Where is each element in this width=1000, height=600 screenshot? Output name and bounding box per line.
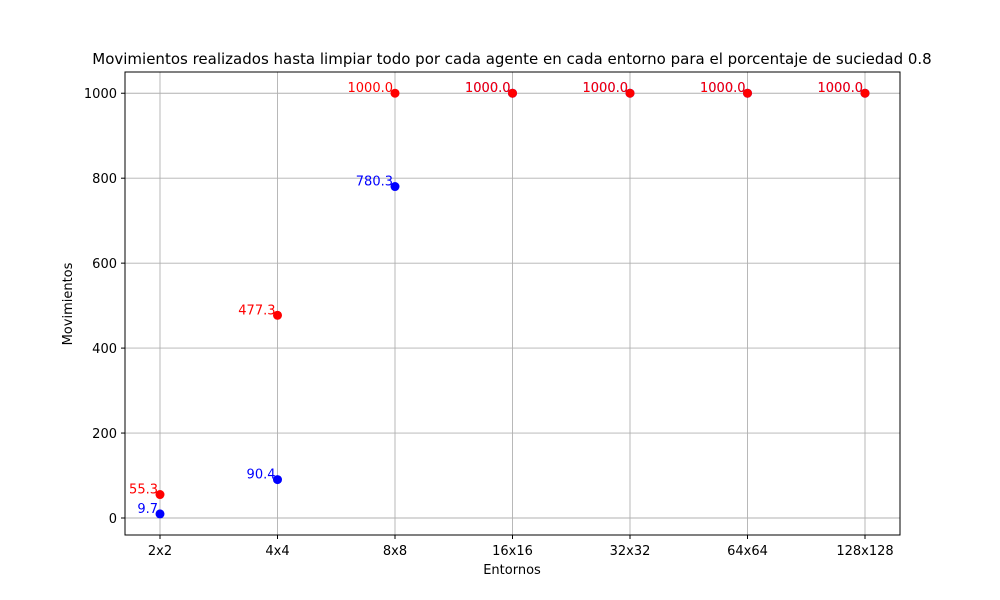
data-label: 780.3	[356, 175, 393, 190]
chart-title: Movimientos realizados hasta limpiar tod…	[92, 50, 931, 68]
y-tick-label: 0	[109, 512, 117, 527]
x-axis-ticks: 2x2 4x4 8x8 16x16 32x32 64x64 128x128	[148, 535, 894, 559]
x-tick-label: 128x128	[836, 544, 893, 559]
data-label: 55.3	[129, 483, 158, 498]
plot-frame	[124, 71, 901, 536]
y-tick-label: 800	[92, 172, 117, 187]
data-point	[743, 88, 752, 98]
data-point	[860, 88, 870, 98]
x-tick-label: 8x8	[383, 544, 407, 559]
data-label: 1000.0	[348, 81, 394, 96]
data-label: 1000.0	[465, 81, 511, 96]
x-tick-label: 64x64	[727, 544, 768, 559]
y-tick-label: 600	[92, 257, 117, 272]
y-tick-label: 400	[92, 342, 117, 357]
data-label: 1000.0	[583, 81, 629, 96]
data-label: 1000.0	[700, 81, 746, 96]
data-label: 1000.0	[818, 81, 864, 96]
data-label: 90.4	[247, 468, 276, 483]
data-point	[273, 475, 282, 485]
y-axis-label: Movimientos	[61, 262, 76, 345]
y-tick-label: 200	[92, 427, 117, 442]
data-label: 477.3	[238, 303, 275, 318]
data-label: 1000.0	[818, 81, 864, 96]
data-labels: 9.7 90.4 780.3 1000.0 1000.0 1000.0 1000.0 55.3…	[129, 81, 863, 517]
data-label: 1000.0	[465, 81, 511, 96]
y-tick-label: 1000	[84, 87, 117, 102]
y-axis-ticks: 0 200 400 600 800 1000	[84, 87, 125, 527]
data-point	[155, 490, 165, 500]
data-point	[625, 88, 635, 98]
data-point	[273, 310, 282, 320]
data-point	[155, 509, 165, 519]
x-tick-label: 4x4	[265, 544, 289, 559]
data-point	[390, 182, 400, 192]
data-label: 1000.0	[700, 81, 746, 96]
x-tick-label: 32x32	[610, 544, 651, 559]
data-points	[155, 88, 870, 519]
x-tick-label: 16x16	[492, 544, 533, 559]
data-label: 1000.0	[583, 81, 629, 96]
data-point	[390, 88, 400, 98]
data-point	[508, 88, 517, 98]
x-axis-label: Entornos	[483, 563, 541, 578]
data-label: 9.7	[137, 502, 158, 517]
x-tick-label: 2x2	[148, 544, 172, 559]
